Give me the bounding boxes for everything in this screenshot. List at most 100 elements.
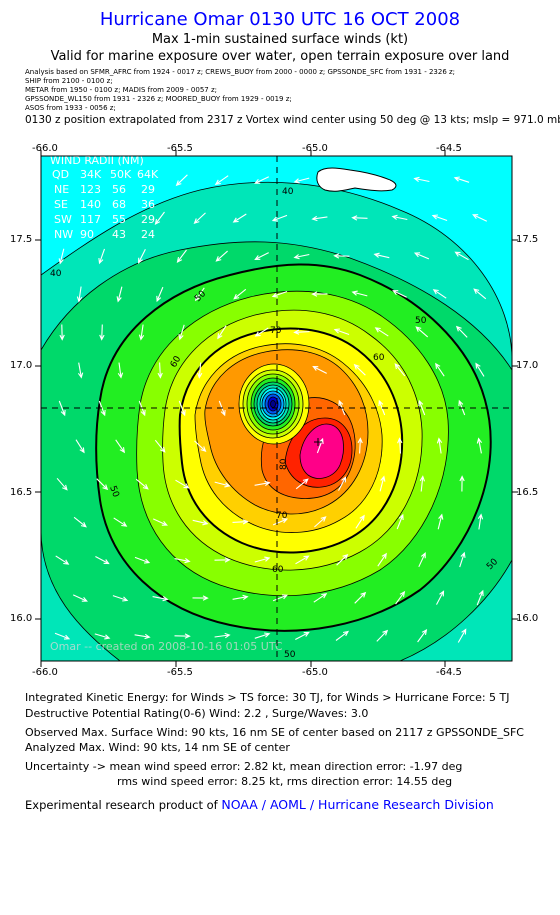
wind-arrow: [373, 252, 390, 259]
wind-radii-cell: 123: [80, 183, 101, 196]
contour-label: 40: [50, 269, 62, 279]
wind-arrow: [459, 551, 466, 568]
wind-radii-cell: NE: [54, 183, 69, 196]
contour-label: 50: [284, 650, 296, 660]
wind-arrow: [154, 211, 165, 226]
wind-radii-cell: 140: [80, 198, 101, 211]
wind-arrow: [254, 176, 270, 184]
wind-arrow: [436, 437, 443, 454]
wind-arrow: [271, 290, 288, 298]
wind-arrow: [134, 556, 151, 564]
wind-radii-cell: 24: [141, 228, 155, 241]
wind-radii-cell: 36: [141, 198, 155, 211]
wind-arrow: [353, 363, 366, 376]
wind-arrow: [395, 590, 406, 605]
wind-arrow: [175, 479, 190, 489]
island-coastline: [316, 167, 397, 192]
wind-arrow: [311, 215, 328, 222]
lat-tick-label: 17.0: [516, 360, 539, 371]
lat-tick-label: 17.5: [516, 234, 539, 245]
eye-rings: [238, 363, 310, 445]
ike-text: Integrated Kinetic Energy: for Winds > T…: [25, 691, 510, 704]
wind-arrow: [313, 593, 328, 603]
wind-radii-header: QD: [52, 168, 69, 181]
wind-arrow: [376, 629, 389, 642]
wind-arrow: [134, 633, 151, 640]
lat-tick-label: 16.0: [10, 613, 33, 624]
wind-arrow: [138, 324, 145, 341]
wind-arrow: [477, 513, 484, 530]
wind-arrow: [418, 552, 426, 568]
destructive-potential-text: Destructive Potential Rating(0-6) Wind: …: [25, 707, 369, 720]
wind-radii-title: WIND RADII (NM): [50, 154, 144, 167]
wind-radii-header: 64K: [137, 168, 159, 181]
wind-arrow: [473, 288, 487, 300]
credit-prefix: Experimental research product of: [25, 798, 222, 812]
wind-arrow: [59, 324, 65, 341]
wind-arrow: [379, 475, 386, 492]
axis-ticks: [35, 150, 518, 667]
wind-radii-cell: NW: [54, 228, 73, 241]
wind-arrow: [418, 399, 426, 416]
wind-arrow: [455, 325, 468, 338]
analysis-source-line: ASOS from 1933 - 0056 z;: [25, 104, 116, 112]
contour-label: 60: [272, 565, 284, 575]
contour-label: 50: [107, 485, 120, 499]
wind-arrow: [333, 328, 350, 336]
wind-arrow: [271, 214, 288, 222]
wind-arrow: [232, 213, 247, 223]
wind-arrow: [397, 437, 403, 454]
lon-tick-label: -65.5: [167, 143, 193, 154]
wind-arrow: [431, 214, 448, 222]
wind-arrow: [157, 362, 163, 379]
wind-arrow: [233, 288, 247, 300]
wind-arrow: [112, 595, 129, 602]
wind-arrow: [311, 291, 328, 297]
wind-arrow: [58, 248, 65, 265]
wind-arrow: [476, 589, 484, 606]
wind-arrow: [355, 514, 365, 529]
hrd-link[interactable]: NOAA / AOML / Hurricane Research Divisio…: [221, 797, 494, 812]
wind-arrow: [312, 366, 327, 374]
wind-arrow: [75, 439, 85, 454]
wind-arrow: [417, 628, 428, 643]
wind-arrow: [94, 633, 111, 640]
wind-arrow: [338, 476, 347, 491]
position-note: 0130 z position extrapolated from 2317 z…: [25, 114, 560, 126]
wind-arrow: [192, 595, 209, 601]
wind-radii-header: 50K: [110, 168, 132, 181]
analyzed-max-wind-text: Analyzed Max. Wind: 90 kts, 14 nm SE of …: [25, 741, 290, 754]
wind-arrow: [475, 362, 485, 377]
wind-radii-cell: 29: [141, 183, 155, 196]
wind-arrow: [293, 253, 310, 260]
contour-label: 60: [373, 353, 385, 363]
wind-arrow: [77, 362, 84, 379]
created-watermark: Omar -- created on 2008-10-16 01:05 UTC: [50, 640, 283, 653]
lon-tick-label: -65.5: [167, 667, 193, 678]
wind-arrow: [419, 475, 426, 492]
wind-arrow: [214, 557, 231, 563]
wind-arrow: [351, 290, 368, 297]
wind-arrow: [413, 252, 430, 260]
wind-arrow: [174, 557, 191, 564]
wind-radii-header: 34K: [80, 168, 102, 181]
wind-arrow: [56, 477, 68, 491]
wind-arrow: [293, 177, 310, 184]
analysis-source-line: METAR from 1950 - 0100 z; MADIS from 200…: [25, 86, 218, 94]
wind-arrow: [373, 177, 390, 183]
wind-arrow: [58, 400, 66, 417]
wind-arrow: [194, 440, 207, 452]
wind-arrow: [152, 518, 168, 526]
wind-arrow: [178, 324, 185, 341]
uncertainty-line: rms wind speed error: 8.25 kt, rms direc…: [117, 775, 453, 788]
wind-arrow: [76, 286, 83, 303]
wind-arrow: [99, 324, 105, 341]
wind-radii-cell: 117: [80, 213, 101, 226]
wind-arrow: [54, 632, 71, 640]
wind-arrow: [435, 362, 445, 377]
wind-arrow: [374, 327, 389, 337]
lat-tick-label: 16.5: [10, 487, 33, 498]
wind-arrow: [193, 212, 206, 224]
wind-arrow: [232, 519, 249, 525]
